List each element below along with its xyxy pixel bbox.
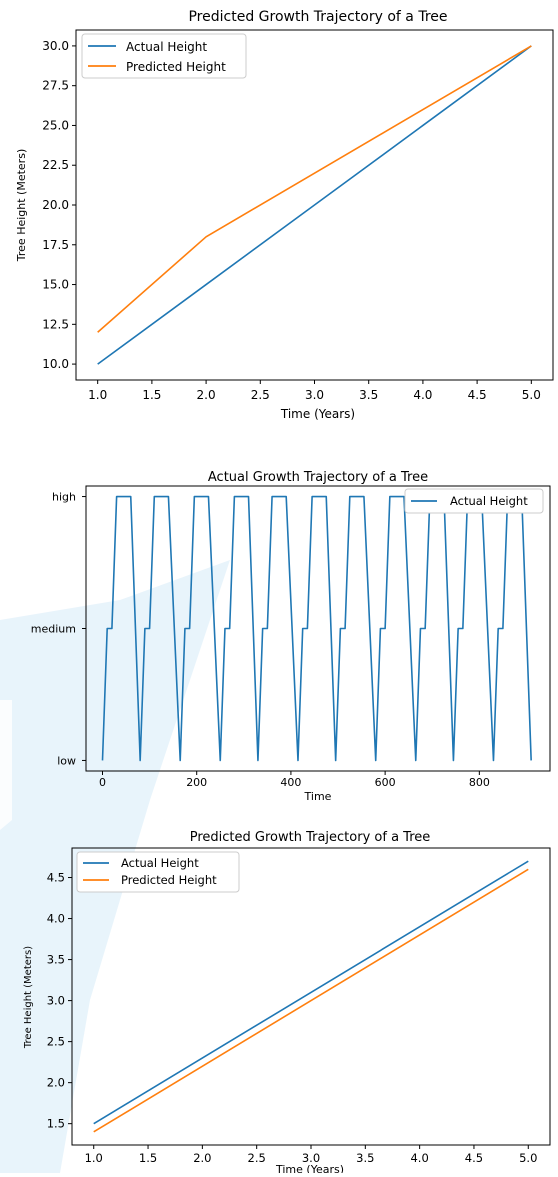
chart-predicted-growth-1: Predicted Growth Trajectory of a Tree 1.… — [0, 0, 558, 444]
background-shape — [0, 700, 12, 830]
x-tick-label: 2.0 — [193, 1151, 211, 1165]
axis-ticks: 1.0 1.5 2.0 2.5 3.0 3.5 4.0 4.5 5.0 1.5 2.0 2.5 3.0 3… — [47, 871, 538, 1165]
series-layer — [93, 860, 529, 1133]
axis-ticks: 1.0 1.5 2.0 2.5 3.0 3.5 4.0 4.5 5.0 10.0 12.5 15.0 1… — [42, 39, 541, 402]
legend: Actual Height Predicted Height — [81, 33, 247, 79]
x-tick-label: 4.0 — [413, 388, 432, 402]
x-tick-label: 4.5 — [468, 388, 487, 402]
y-tick-label: 20.0 — [42, 198, 69, 212]
y-axis-label: Tree Height (Meters) — [15, 149, 28, 262]
y-tick-label: 15.0 — [42, 278, 69, 292]
y-tick-label: 2.0 — [47, 1076, 65, 1090]
y-tick-label: 4.5 — [47, 871, 65, 885]
y-tick-label: 3.0 — [47, 994, 65, 1008]
chart-title: Actual Growth Trajectory of a Tree — [208, 470, 428, 485]
x-tick-label: 3.5 — [359, 388, 378, 402]
x-tick-label: 200 — [186, 776, 207, 789]
plot-frame — [85, 485, 551, 772]
y-tick-label: 2.5 — [47, 1035, 65, 1049]
x-tick-label: 3.0 — [305, 388, 324, 402]
legend-label-actual: Actual Height — [450, 494, 528, 508]
x-tick-label: 2.5 — [251, 388, 270, 402]
x-axis-label: Time (Years) — [280, 407, 355, 421]
x-tick-label: 600 — [375, 776, 396, 789]
x-tick-label: 2.0 — [197, 388, 216, 402]
x-tick-label: 5.0 — [519, 1151, 537, 1165]
y-tick-label: 10.0 — [42, 357, 69, 371]
x-axis-label: Time — [304, 790, 332, 803]
x-tick-label: 800 — [469, 776, 490, 789]
legend-label-actual: Actual Height — [126, 40, 207, 54]
y-tick-label: 12.5 — [42, 317, 69, 331]
x-tick-label: 1.0 — [88, 388, 107, 402]
y-tick-label: 27.5 — [42, 79, 69, 93]
chart-predicted-growth-2: Predicted Growth Trajectory of a Tree 1.… — [0, 822, 558, 1177]
legend-label-predicted: Predicted Height — [121, 873, 217, 887]
x-tick-label: 5.0 — [522, 388, 541, 402]
y-tick-label: 17.5 — [42, 238, 69, 252]
x-axis-label: Time (Years) — [275, 1163, 344, 1173]
series-line-predicted-height — [93, 868, 529, 1133]
series-layer — [101, 495, 532, 762]
series-line-predicted-height — [97, 45, 532, 333]
plot-frame — [71, 847, 551, 1146]
chart-actual-growth: Actual Growth Trajectory of a Tree 0 200 4… — [0, 462, 558, 826]
x-tick-label: 4.5 — [465, 1151, 483, 1165]
y-tick-label: medium — [31, 623, 76, 636]
y-tick-label: 25.0 — [42, 118, 69, 132]
legend: Actual Height — [404, 488, 544, 514]
y-tick-label: 3.5 — [47, 953, 65, 967]
chart-title: Predicted Growth Trajectory of a Tree — [190, 830, 431, 845]
y-tick-label: 1.5 — [47, 1117, 65, 1131]
legend-label-actual: Actual Height — [121, 856, 199, 870]
x-tick-label: 1.5 — [139, 1151, 157, 1165]
series-line-actual-height — [93, 860, 529, 1125]
x-tick-label: 1.5 — [142, 388, 161, 402]
y-tick-label: 30.0 — [42, 39, 69, 53]
series-line-actual-height — [97, 45, 532, 365]
series-line-actual-height — [101, 495, 532, 762]
x-tick-label: 2.5 — [248, 1151, 266, 1165]
x-tick-label: 1.0 — [85, 1151, 103, 1165]
axis-ticks: 0 200 400 600 800 low medium high — [31, 491, 490, 789]
x-tick-label: 3.0 — [302, 1151, 320, 1165]
y-tick-label: 22.5 — [42, 158, 69, 172]
series-layer — [97, 45, 532, 365]
legend: Actual Height Predicted Height — [76, 851, 240, 893]
x-tick-label: 400 — [280, 776, 301, 789]
x-tick-label: 4.0 — [410, 1151, 428, 1165]
legend-label-predicted: Predicted Height — [126, 60, 226, 74]
chart-title: Predicted Growth Trajectory of a Tree — [188, 9, 447, 25]
y-tick-label: high — [52, 491, 76, 504]
x-tick-label: 0 — [99, 776, 106, 789]
x-tick-label: 3.5 — [356, 1151, 374, 1165]
y-tick-label: 4.0 — [47, 912, 65, 926]
y-tick-label: low — [57, 754, 76, 767]
y-axis-label: Tree Height (Meters) — [23, 946, 34, 1049]
